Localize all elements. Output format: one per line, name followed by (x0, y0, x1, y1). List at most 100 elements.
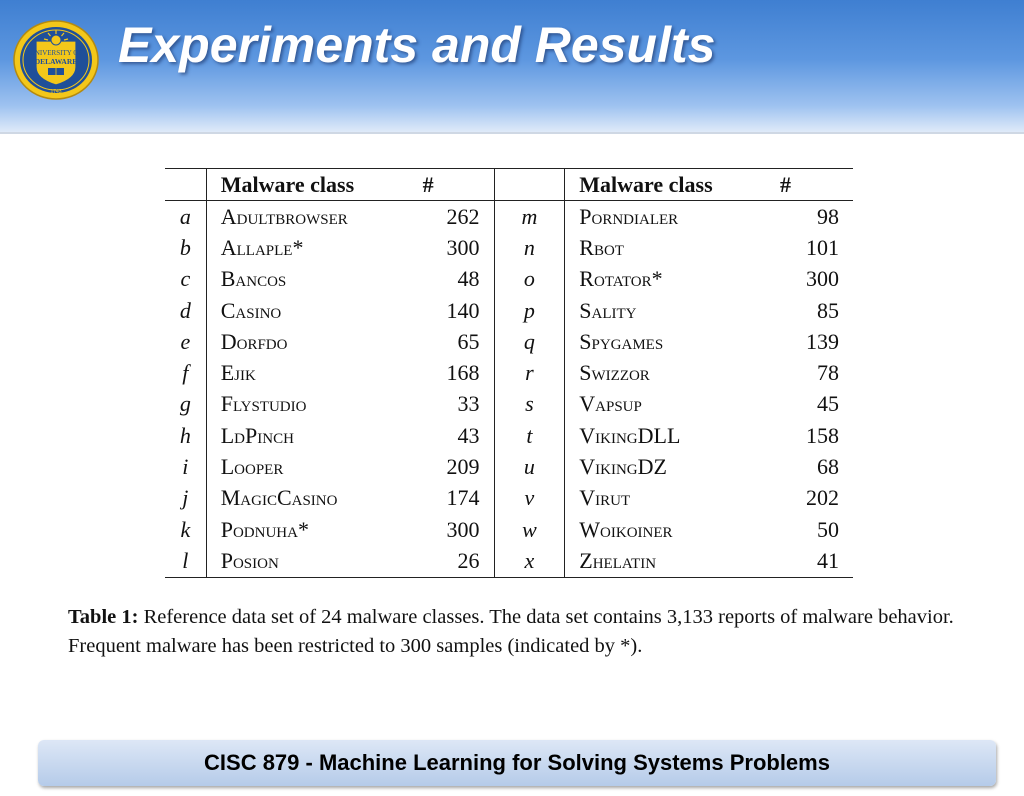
table-row: h LdPinch 43 t VikingDLL 158 (165, 420, 853, 452)
row-letter-left: i (165, 451, 207, 483)
sample-count-left: 140 (422, 294, 495, 327)
malware-class-name-right: Porndialer (579, 203, 679, 229)
row-letter-right: p (494, 294, 566, 327)
sample-count-right: 300 (806, 266, 839, 292)
row-letter-left: d (165, 294, 207, 327)
sample-count-left: 33 (422, 388, 495, 421)
malware-class-name-right: Woikoiner (579, 516, 673, 542)
table-row: b Allaple* 300 n Rbot 101 (165, 232, 853, 264)
malware-class-name-left: Ejik (220, 360, 256, 386)
malware-class-name-right: Sality (579, 297, 637, 323)
table-row: k Podnuha* 300 w Woikoiner 50 (165, 513, 853, 546)
sample-count-right: 101 (806, 234, 839, 260)
sample-count-right: 68 (817, 454, 839, 480)
sample-count-right: 158 (806, 422, 839, 448)
malware-class-name-left: Posion (206, 545, 423, 578)
row-letter-right: s (494, 388, 566, 421)
footer-bar: CISC 879 - Machine Learning for Solving … (38, 740, 996, 786)
sample-count-right: 78 (817, 360, 839, 386)
row-letter-right: q (494, 326, 566, 358)
malware-class-name-left: MagicCasino (220, 485, 338, 511)
malware-class-name-left: Dorfdo (220, 328, 288, 354)
malware-class-name-left: Flystudio (220, 391, 307, 417)
row-letter-right: r (494, 357, 566, 389)
sample-count-left: 300 (422, 513, 495, 546)
table-row: c Bancos 48 o Rotator* 300 (165, 263, 853, 295)
table-caption: Table 1: Reference data set of 24 malwar… (68, 603, 958, 661)
malware-class-name-left: Looper (220, 454, 284, 480)
row-letter-left: k (165, 513, 207, 546)
table-row: a Adultbrowser 262 m Porndialer 98 (165, 200, 853, 233)
table-row: l Posion 26 x Zhelatin 41 (165, 545, 853, 578)
malware-class-name-right: Vapsup (579, 391, 642, 417)
row-letter-left: h (165, 420, 207, 452)
sample-count-left: 43 (422, 420, 495, 452)
row-letter-left: j (165, 482, 207, 514)
malware-class-name-right: Rotator* (579, 266, 663, 292)
seal-text-university: UNIVERSITY OF (30, 49, 83, 57)
table-row: f Ejik 168 r Swizzor 78 (165, 357, 853, 389)
row-letter-right: o (494, 263, 566, 295)
sample-count-left: 65 (422, 326, 495, 358)
sample-count-right: 98 (817, 203, 839, 229)
seal-text-delaware: DELAWARE (35, 57, 78, 66)
table-row: i Looper 209 u VikingDZ 68 (165, 451, 853, 483)
malware-class-name-right: Spygames (579, 328, 664, 354)
row-letter-right: u (494, 451, 566, 483)
sample-count-left: 48 (422, 263, 495, 295)
header-count-left: # (422, 168, 495, 201)
malware-class-name-right: Rbot (579, 234, 624, 260)
caption-label: Table 1: (68, 606, 139, 628)
sample-count-right: 202 (806, 485, 839, 511)
malware-class-name-left: Allaple* (220, 234, 304, 260)
row-letter-left: g (165, 388, 207, 421)
malware-class-name-left: LdPinch (220, 422, 294, 448)
row-letter-right: v (494, 482, 566, 514)
caption-text: Reference data set of 24 malware classes… (68, 606, 954, 657)
sample-count-right: 50 (817, 516, 839, 542)
table-row: d Casino 140 p Sality 85 (165, 294, 853, 327)
slide-title: Experiments and Results (118, 17, 716, 73)
sample-count-right: 45 (817, 391, 839, 417)
malware-class-name-left: Bancos (220, 266, 287, 292)
header-malware-class-left: Malware class (206, 168, 423, 201)
malware-class-name-right: Zhelatin (564, 545, 781, 578)
row-letter-right: t (494, 420, 566, 452)
seal-year: 1743 (50, 89, 61, 95)
sample-count-left: 262 (422, 200, 495, 233)
malware-table-container: Malware class # Malware class # a Adultbr… (165, 168, 853, 578)
malware-class-name-left: Casino (220, 297, 282, 323)
row-letter-right: x (494, 545, 566, 578)
row-letter-left: a (165, 200, 207, 233)
course-title: CISC 879 - Machine Learning for Solving … (204, 750, 830, 775)
sample-count-left: 300 (422, 232, 495, 264)
header-count-right: # (780, 168, 853, 201)
sample-count-left: 209 (422, 451, 495, 483)
row-letter-right: n (494, 232, 566, 264)
row-letter-right: w (494, 513, 566, 546)
sample-count-right: 41 (780, 545, 853, 578)
malware-class-name-right: VikingDLL (579, 422, 681, 448)
sample-count-left: 174 (422, 482, 495, 514)
table-header-row: Malware class # Malware class # (165, 168, 853, 201)
row-letter-left: b (165, 232, 207, 264)
malware-class-name-right: Virut (579, 485, 631, 511)
malware-classes-table: Malware class # Malware class # a Adultbr… (165, 168, 853, 578)
row-letter-left: f (165, 357, 207, 389)
row-letter-right: m (494, 200, 566, 233)
table-row: e Dorfdo 65 q Spygames 139 (165, 326, 853, 358)
sample-count-left: 168 (422, 357, 495, 389)
malware-class-name-right: VikingDZ (579, 454, 667, 480)
row-letter-left: l (165, 545, 207, 578)
row-letter-left: e (165, 326, 207, 358)
slide-header: UNIVERSITY OF DELAWARE 1743 Experiments … (0, 0, 1024, 134)
table-row: g Flystudio 33 s Vapsup 45 (165, 388, 853, 421)
malware-class-name-left: Adultbrowser (220, 203, 348, 229)
sample-count-right: 139 (806, 328, 839, 354)
university-seal-icon: UNIVERSITY OF DELAWARE 1743 (13, 20, 99, 100)
malware-class-name-left: Podnuha* (220, 516, 309, 542)
header-malware-class-right: Malware class (564, 168, 781, 201)
header-letter-left (165, 168, 207, 201)
sample-count-left: 26 (422, 545, 495, 578)
sample-count-right: 85 (817, 297, 839, 323)
